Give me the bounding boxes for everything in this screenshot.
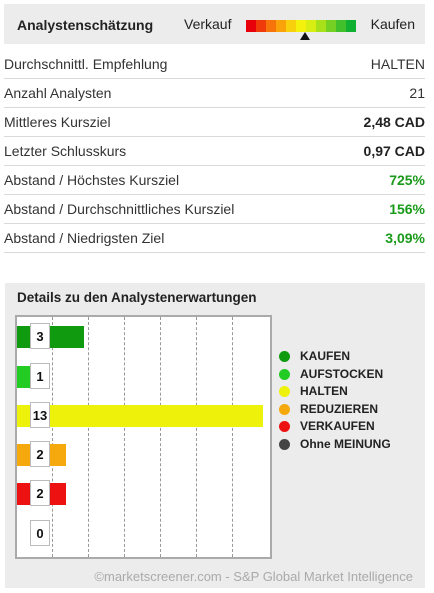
bar-color-tab [17, 366, 30, 388]
bar-color-tab [17, 405, 30, 427]
row-label: Anzahl Analysten [4, 85, 112, 101]
scale-segment [286, 20, 296, 32]
analyst-consensus-panel: Analystenschätzung Verkauf Kaufen Durchs… [4, 4, 425, 253]
analyst-details-panel: Details zu den Analystenerwartungen 3 1 … [5, 283, 425, 588]
row-label: Abstand / Durchschnittliches Kursziel [4, 201, 235, 217]
legend-label: Ohne MEINUNG [300, 436, 391, 451]
bar-color-tab [17, 483, 30, 505]
legend-dot-icon [279, 386, 290, 397]
table-row: Durchschnittl. Empfehlung HALTEN [4, 50, 425, 79]
row-value: 156% [389, 201, 425, 217]
legend-label: KAUFEN [300, 349, 350, 363]
details-title: Details zu den Analystenerwartungen [17, 290, 257, 305]
scale-segment [336, 20, 346, 32]
table-row: Abstand / Durchschnittliches Kursziel 15… [4, 195, 425, 224]
row-label: Abstand / Niedrigsten Ziel [4, 230, 165, 246]
bar-kaufen [50, 326, 84, 348]
bar-verkaufen [50, 483, 66, 505]
row-label: Abstand / Höchstes Kursziel [4, 172, 180, 188]
consensus-table: Durchschnittl. Empfehlung HALTEN Anzahl … [4, 50, 425, 253]
scale-segment [316, 20, 326, 32]
grid-line [124, 317, 125, 557]
bar-count-label: 0 [30, 520, 50, 546]
bar-count-label: 2 [30, 441, 50, 467]
bar-color-tab [17, 444, 30, 466]
recommendation-bar-chart: 3 1 13 2 2 0 [15, 315, 272, 559]
legend-label: HALTEN [300, 384, 348, 398]
table-row: Abstand / Höchstes Kursziel 725% [4, 166, 425, 195]
scale-segment [296, 20, 306, 32]
legend-dot-icon [279, 351, 290, 362]
legend-dot-icon [279, 403, 290, 415]
legend-label: AUFSTOCKEN [300, 366, 384, 381]
row-value: 21 [409, 85, 425, 101]
copyright-footer: ©marketscreener.com - S&P Global Market … [94, 569, 413, 584]
table-row: Anzahl Analysten 21 [4, 79, 425, 108]
table-row: Mittleres Kursziel 2,48 CAD [4, 108, 425, 137]
scale-segment [326, 20, 336, 32]
bar-count-label: 13 [30, 402, 50, 428]
scale-segment [266, 20, 276, 32]
grid-line [52, 317, 53, 557]
grid-line [232, 317, 233, 557]
table-row: Abstand / Niedrigsten Ziel 3,09% [4, 224, 425, 253]
grid-line [160, 317, 161, 557]
table-row: Letzter Schlusskurs 0,97 CAD [4, 137, 425, 166]
row-value: 725% [389, 172, 425, 188]
bar-count-label: 2 [30, 480, 50, 506]
bar-halten [50, 405, 263, 427]
consensus-header: Analystenschätzung Verkauf Kaufen [4, 4, 425, 44]
bar-count-label: 1 [30, 363, 50, 389]
row-label: Letzter Schlusskurs [4, 143, 127, 159]
row-value: 2,48 CAD [363, 114, 425, 130]
scale-segment [276, 20, 286, 32]
bar-color-tab [17, 523, 30, 545]
row-value: 0,97 CAD [363, 143, 425, 159]
legend-dot-icon [279, 421, 290, 432]
scale-segment [256, 20, 266, 32]
scale-segment [346, 20, 356, 32]
scale-left-label: Verkauf [184, 16, 232, 32]
scale-segment [246, 20, 256, 32]
row-value: 3,09% [385, 230, 425, 246]
row-label: Mittleres Kursziel [4, 114, 111, 130]
scale-segment [306, 20, 316, 32]
bar-reduzieren [50, 444, 66, 466]
row-value: HALTEN [370, 56, 425, 72]
recommendation-scale-bar [246, 20, 356, 32]
legend-label: REDUZIEREN [300, 401, 379, 416]
bar-count-label: 3 [30, 323, 50, 349]
grid-line [196, 317, 197, 557]
grid-line [88, 317, 89, 557]
legend-label: VERKAUFEN [300, 419, 375, 433]
bar-color-tab [17, 326, 30, 348]
legend-dot-icon [279, 438, 290, 450]
recommendation-marker-icon [300, 32, 310, 40]
consensus-title: Analystenschätzung [17, 17, 154, 33]
legend-dot-icon [279, 368, 290, 380]
row-label: Durchschnittl. Empfehlung [4, 56, 168, 72]
scale-right-label: Kaufen [370, 16, 415, 32]
